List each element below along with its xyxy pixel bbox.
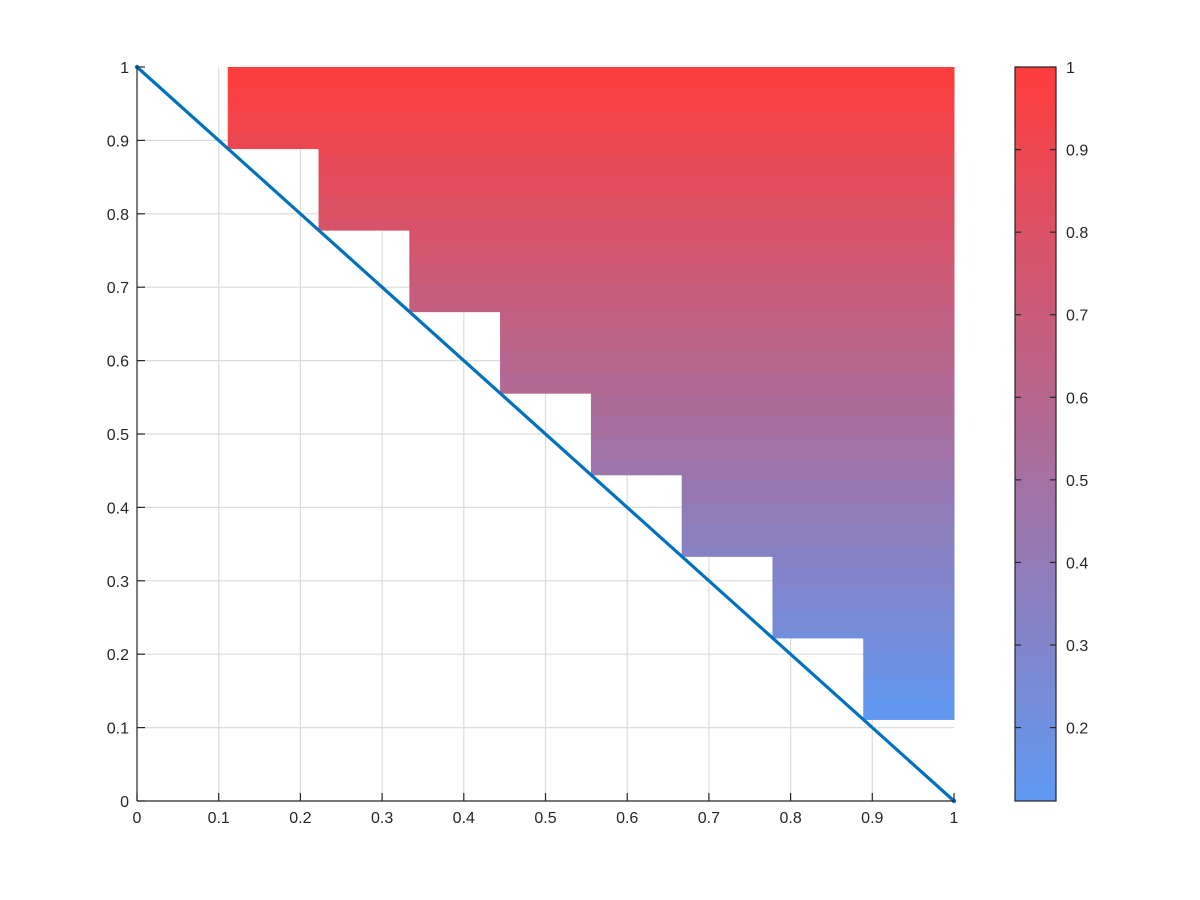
y-tick-label: 0.2 [107, 647, 129, 664]
x-tick-label: 0.8 [779, 810, 801, 827]
x-tick-label: 1 [950, 810, 959, 827]
y-tick-label: 0.5 [107, 427, 129, 444]
heatmap-cell [409, 262, 955, 285]
heatmap-cell [681, 501, 955, 525]
x-tick-label: 0.1 [208, 810, 230, 827]
x-tick-label: 0.3 [371, 810, 393, 827]
x-tick-label: 0.6 [616, 810, 638, 827]
heatmap-cell [500, 349, 955, 372]
y-tick-label: 1 [120, 60, 129, 77]
heatmap-cell [409, 306, 955, 313]
heatmap-cell [681, 523, 955, 546]
colorbar-gradient [1014, 66, 1057, 802]
y-axis-ticks: 0 0.1 0.2 0.3 0.4 0.5 0.6 0.7 0.8 0.9 1 [107, 60, 145, 811]
x-tick-label: 0 [133, 810, 142, 827]
heatmap-cell [681, 474, 955, 481]
heatmap-cell [409, 240, 955, 264]
y-tick-label: 0.1 [107, 721, 129, 738]
heatmap-cell [318, 148, 955, 155]
colorbar-tick-label: 0.8 [1066, 225, 1088, 242]
colorbar-tick-label: 0.6 [1066, 390, 1088, 407]
y-tick-label: 0.7 [107, 280, 129, 297]
y-tick-label: 0 [120, 794, 129, 811]
y-tick-label: 0.8 [107, 207, 129, 224]
x-tick-label: 0.2 [289, 810, 311, 827]
colorbar-tick-label: 0.5 [1066, 473, 1088, 490]
heatmap-cell [863, 697, 955, 720]
heatmap-cell [772, 632, 955, 639]
heatmap-cell [590, 393, 955, 416]
y-tick-label: 0.4 [107, 500, 129, 517]
heatmap-cell [227, 88, 955, 111]
heatmap-cell [227, 132, 955, 150]
heatmap-cell [681, 480, 955, 503]
heatmap-cell [863, 654, 955, 677]
heatmap-cell [681, 545, 955, 557]
heatmap-cell [409, 284, 955, 307]
colorbar: 0.2 0.3 0.4 0.5 0.6 0.7 0.8 0.9 1 [1014, 60, 1088, 802]
heatmap-cell [500, 327, 955, 351]
heatmap-cell [227, 110, 955, 133]
y-tick-label: 0.3 [107, 574, 129, 591]
heatmap-cell [318, 153, 955, 177]
heatmap-cell [318, 197, 955, 220]
colorbar-tick-label: 0.4 [1066, 555, 1088, 572]
heatmap-cell [227, 67, 955, 90]
heatmap-cell [772, 610, 955, 633]
heatmap-cell [772, 567, 955, 590]
x-tick-label: 0.9 [861, 810, 883, 827]
colorbar-tick-label: 0.7 [1066, 308, 1088, 325]
heatmap-cell [500, 371, 955, 394]
heatmap-cell [318, 219, 955, 231]
x-tick-label: 0.5 [534, 810, 556, 827]
heatmap-cell [590, 414, 955, 438]
y-tick-label: 0.9 [107, 133, 129, 150]
heatmap-cell [409, 230, 955, 242]
colorbar-tick-label: 0.9 [1066, 143, 1088, 160]
colorbar-tick-label: 1 [1066, 60, 1075, 77]
colorbar-tick-label: 0.3 [1066, 638, 1088, 655]
heatmap-cell [772, 588, 955, 612]
x-tick-label: 0.7 [698, 810, 720, 827]
heatmap-cell [590, 458, 955, 476]
heatmap-cell [863, 675, 955, 699]
diagonal-line [135, 65, 956, 803]
x-axis-ticks: 0 0.1 0.2 0.3 0.4 0.5 0.6 0.7 0.8 0.9 1 [133, 793, 959, 827]
heatmap-cell [318, 175, 955, 198]
y-tick-label: 0.6 [107, 354, 129, 371]
heatmap-cell [772, 556, 955, 568]
x-tick-label: 0.4 [453, 810, 475, 827]
colorbar-tick-label: 0.2 [1066, 721, 1088, 738]
heatmap-surface [227, 67, 955, 720]
heatmap-cell [590, 436, 955, 459]
heatmap-cell [500, 311, 955, 329]
heatmap-cell [863, 637, 955, 655]
